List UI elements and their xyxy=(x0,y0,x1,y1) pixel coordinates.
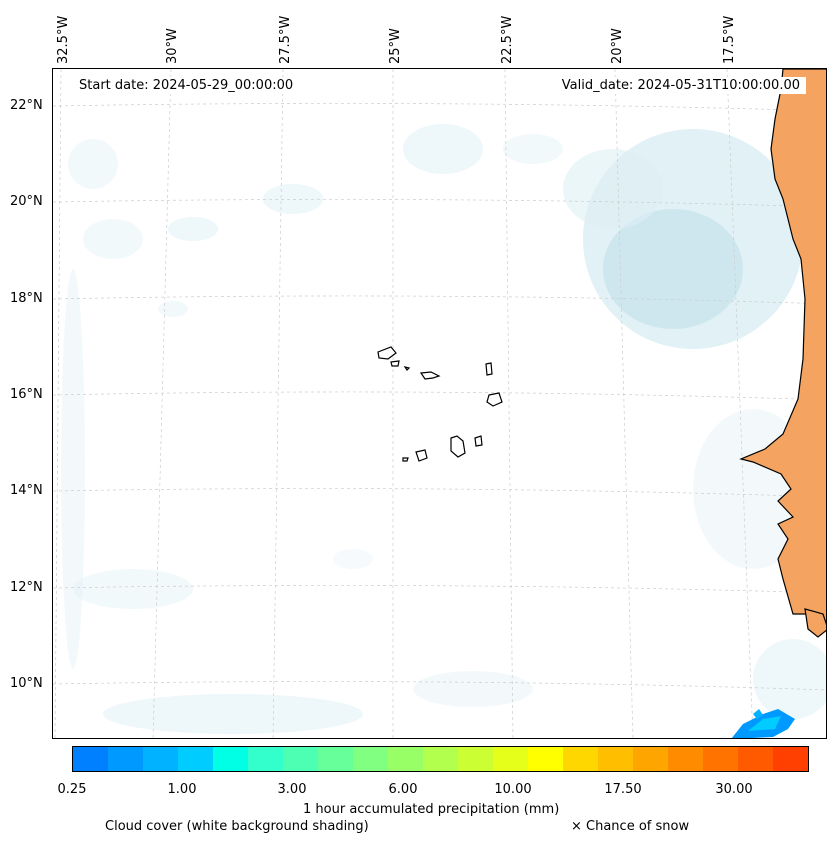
africa-land-south xyxy=(804,608,826,638)
map-canvas xyxy=(53,69,826,738)
lon-label-25w: 25°W xyxy=(388,28,403,64)
colorbar-cell-0 xyxy=(73,747,108,771)
island-boa-vista xyxy=(486,392,503,407)
snow-legend: × Chance of snow xyxy=(571,819,690,834)
colorbar-cell-11 xyxy=(458,747,493,771)
graticule xyxy=(53,69,826,738)
lat-label-22n: 22°N xyxy=(10,98,43,113)
colorbar-cell-12 xyxy=(493,747,528,771)
island-sao-nicolau xyxy=(419,371,441,380)
colorbar-tick-3-00: 3.00 xyxy=(277,782,307,797)
start-date-label: Start date: 2024-05-29_00:00:00 xyxy=(73,77,300,94)
colorbar-cell-7 xyxy=(318,747,353,771)
island-santiago xyxy=(450,435,466,458)
colorbar-cell-16 xyxy=(633,747,668,771)
colorbar-cell-10 xyxy=(423,747,458,771)
colorbar-tick-30-00: 30.00 xyxy=(715,782,753,797)
colorbar-cell-18 xyxy=(703,747,738,771)
colorbar-cell-4 xyxy=(213,747,248,771)
colorbar-cell-13 xyxy=(528,747,563,771)
colorbar-cell-20 xyxy=(773,747,808,771)
island-fogo xyxy=(415,449,428,462)
colorbar-cell-5 xyxy=(248,747,283,771)
colorbar-tick-6-00: 6.00 xyxy=(388,782,418,797)
colorbar-cell-6 xyxy=(283,747,318,771)
lon-label-22-5w: 22.5°W xyxy=(500,15,515,64)
colorbar-tick-17-50: 17.50 xyxy=(604,782,642,797)
map-panel[interactable]: Start date: 2024-05-29_00:00:00 Valid_da… xyxy=(52,68,827,739)
lat-label-20n: 20°N xyxy=(10,194,43,209)
lon-label-17-5w: 17.5°W xyxy=(722,15,737,64)
island-santa-luzia xyxy=(403,366,411,371)
colorbar-cells xyxy=(73,747,808,771)
colorbar-cell-1 xyxy=(108,747,143,771)
colorbar-cell-9 xyxy=(388,747,423,771)
lon-label-32-5w: 32.5°W xyxy=(56,15,71,64)
island-sao-vicente xyxy=(390,360,400,367)
valid-date-label: Valid_date: 2024-05-31T10:00:00.00 xyxy=(555,77,806,94)
lat-label-16n: 16°N xyxy=(10,387,43,402)
lat-label-18n: 18°N xyxy=(10,291,43,306)
colorbar-tick-1-00: 1.00 xyxy=(167,782,197,797)
africa-land xyxy=(739,69,826,630)
precipitation-patch xyxy=(731,709,795,738)
island-santo-antao xyxy=(377,346,397,360)
lon-label-27-5w: 27.5°W xyxy=(278,15,293,64)
colorbar-cell-2 xyxy=(143,747,178,771)
lat-label-14n: 14°N xyxy=(10,483,43,498)
lat-label-12n: 12°N xyxy=(10,580,43,595)
colorbar-cell-17 xyxy=(668,747,703,771)
colorbar-cell-19 xyxy=(738,747,773,771)
colorbar-cell-3 xyxy=(178,747,213,771)
island-brava xyxy=(402,457,409,462)
island-maio xyxy=(474,435,483,447)
island-sal xyxy=(485,362,493,376)
colorbar-tick-10-00: 10.00 xyxy=(494,782,532,797)
colorbar-cell-15 xyxy=(598,747,633,771)
cape-verde-islands xyxy=(377,346,503,462)
colorbar xyxy=(72,746,809,772)
colorbar-title: 1 hour accumulated precipitation (mm) xyxy=(303,802,560,817)
lon-label-30w: 30°W xyxy=(165,28,180,64)
cloud-cover-shading xyxy=(61,124,826,734)
colorbar-cell-8 xyxy=(353,747,388,771)
colorbar-cell-14 xyxy=(563,747,598,771)
cloud-cover-legend: Cloud cover (white background shading) xyxy=(105,819,369,834)
lat-label-10n: 10°N xyxy=(10,676,43,691)
lon-label-20w: 20°W xyxy=(610,28,625,64)
colorbar-tick-0-25: 0.25 xyxy=(57,782,87,797)
